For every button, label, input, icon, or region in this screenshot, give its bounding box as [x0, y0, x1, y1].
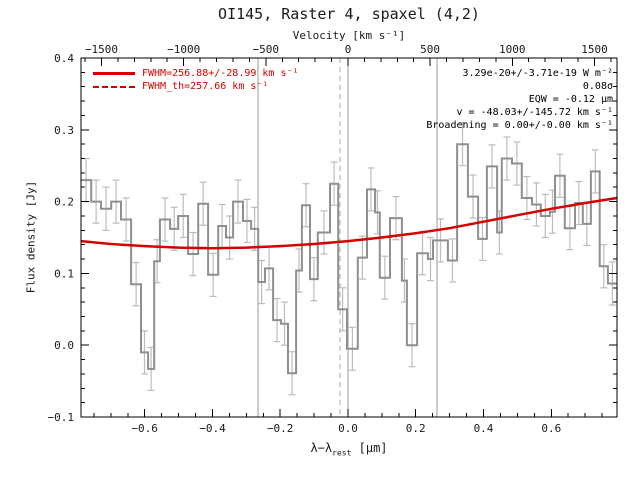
legend: FWHM=256.88+/-28.99 km s⁻¹ FWHM_th=257.6… — [93, 67, 299, 93]
annotation-line-broadening: Broadening = 0.00+/-0.00 km s⁻¹ — [426, 120, 613, 131]
svg-text:−0.1: −0.1 — [48, 411, 75, 424]
svg-text:0.2: 0.2 — [54, 196, 74, 209]
svg-text:−0.6: −0.6 — [131, 422, 158, 435]
svg-text:0.0: 0.0 — [338, 422, 358, 435]
legend-label-fwhm: FWHM=256.88+/-28.99 km s⁻¹ — [142, 68, 299, 79]
plot-box — [80, 57, 618, 418]
legend-item: FWHM_th=257.66 km s⁻¹ — [93, 80, 299, 93]
wavelength-axis-label-sub: rest — [332, 448, 352, 458]
wavelength-axis-label-main: λ−λ — [310, 441, 333, 455]
error-bars — [82, 121, 616, 396]
legend-line-solid-icon — [93, 72, 135, 75]
svg-text:0.6: 0.6 — [541, 422, 561, 435]
svg-text:−1500: −1500 — [85, 43, 118, 56]
axis-ticks — [81, 57, 617, 418]
svg-text:0.4: 0.4 — [474, 422, 494, 435]
wavelength-axis-label: λ−λrest [μm] — [81, 441, 617, 457]
annotation-line-sigma: 0.08σ — [582, 81, 613, 92]
velocity-axis-label: Velocity [km s⁻¹] — [292, 29, 406, 42]
legend-label-fwhm-th: FWHM_th=257.66 km s⁻¹ — [142, 81, 269, 92]
histogram-series — [81, 143, 617, 375]
svg-text:0.3: 0.3 — [54, 124, 74, 137]
annotation-line-eqw: EQW = -0.12 μm — [528, 94, 613, 105]
svg-text:0.4: 0.4 — [54, 52, 74, 65]
figure-title: OI145, Raster 4, spaxel (4,2) — [218, 5, 480, 23]
fit-annotations: 3.29e-20+/-3.71e-19 W m⁻² 0.08σ EQW = -0… — [300, 67, 613, 132]
tick-labels: −0.6 −0.4 −0.2 0.0 0.2 0.4 0.6 −1500 −1000 −500 0 5… — [48, 43, 608, 435]
wavelength-axis-label-unit: [μm] — [351, 441, 388, 455]
svg-text:0.2: 0.2 — [406, 422, 426, 435]
svg-text:0: 0 — [345, 43, 352, 56]
svg-text:1000: 1000 — [499, 43, 526, 56]
svg-text:−0.4: −0.4 — [199, 422, 226, 435]
svg-text:−0.2: −0.2 — [267, 422, 294, 435]
annotation-line-velocity: v = -48.03+/-145.72 km s⁻¹ — [456, 107, 613, 118]
annotation-line-flux: 3.29e-20+/-3.71e-19 W m⁻² — [462, 68, 613, 79]
svg-text:0.0: 0.0 — [54, 339, 74, 352]
legend-item: FWHM=256.88+/-28.99 km s⁻¹ — [93, 67, 299, 80]
svg-text:0.1: 0.1 — [54, 267, 74, 280]
svg-text:−1000: −1000 — [167, 43, 200, 56]
flux-axis-label: Flux density [Jy] — [24, 180, 38, 294]
model-fit-curve — [80, 196, 618, 250]
svg-text:1500: 1500 — [581, 43, 608, 56]
legend-line-dashed-icon — [93, 85, 135, 88]
svg-text:500: 500 — [420, 43, 440, 56]
svg-text:−500: −500 — [253, 43, 280, 56]
